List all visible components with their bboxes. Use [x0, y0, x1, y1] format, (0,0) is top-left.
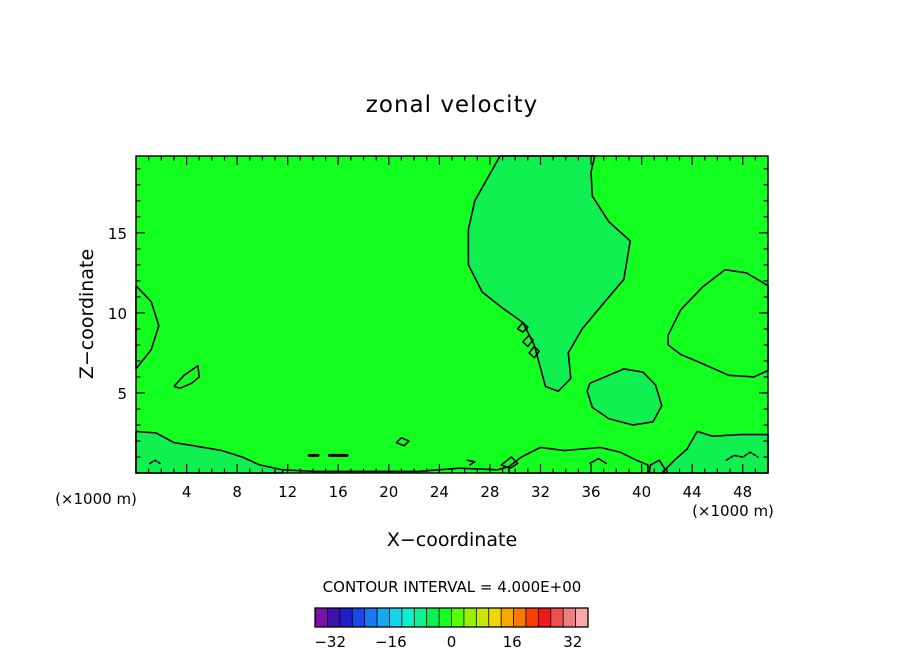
contour-region-0 [468, 156, 631, 392]
x-unit-label-left: (×1000 m) [55, 490, 137, 508]
colorbar-tick-label: −16 [375, 633, 407, 651]
chart-title: zonal velocity [366, 92, 538, 118]
colorbar-cell-14 [488, 608, 502, 627]
colorbar-cell-21 [575, 608, 589, 627]
colorbar-cell-0 [315, 608, 328, 627]
contour-region-6 [661, 431, 768, 473]
plot-background [136, 156, 768, 473]
colorbar-tick-label: 0 [447, 633, 457, 651]
contour-region-5 [136, 431, 283, 473]
colorbar-cell-2 [339, 608, 353, 627]
x-unit-label-right: (×1000 m) [692, 502, 774, 520]
colorbar-cell-9 [426, 608, 440, 627]
colorbar-cell-12 [463, 608, 477, 627]
contour-region-outline-1 [586, 368, 663, 426]
x-tick-label: 16 [329, 483, 348, 501]
contour-region-4 [173, 365, 200, 389]
colorbar-cell-17 [525, 608, 539, 627]
colorbar-cell-10 [439, 608, 452, 627]
contour-region-outline-4 [173, 364, 200, 389]
x-tick-label: 20 [379, 483, 398, 501]
contour-line-0 [516, 321, 529, 333]
x-tick-label: 4 [182, 483, 192, 501]
contour-interval-label: CONTOUR INTERVAL = 4.000E+00 [323, 578, 582, 596]
y-tick-label: 15 [108, 225, 127, 243]
x-tick-label: 32 [531, 483, 550, 501]
contour-region-1 [587, 368, 662, 425]
colorbar-tick-labels: −32 −16 0 16 32 [314, 633, 582, 651]
x-tick-label: 48 [733, 483, 752, 501]
colorbar-cell-3 [352, 608, 366, 627]
axis-ticks [136, 156, 768, 473]
x-tick-label: 24 [430, 483, 449, 501]
y-tick-label: 10 [108, 305, 127, 323]
x-tick-label: 8 [232, 483, 242, 501]
colorbar-cell-19 [550, 608, 564, 627]
colorbar-cell-6 [389, 608, 403, 627]
colorbar-cell-8 [414, 608, 428, 627]
contour-line-8 [588, 457, 608, 465]
contour-line-9 [725, 451, 759, 462]
colorbar-frame [314, 607, 589, 628]
contour-line-1 [521, 334, 534, 348]
colorbar-tick-label: −32 [314, 633, 346, 651]
x-tick-labels: 4 8 12 16 20 24 28 32 36 40 44 48 [182, 483, 752, 501]
x-tick-label: 12 [278, 483, 297, 501]
contour-region-3 [136, 285, 159, 369]
contour-region-2 [668, 269, 768, 377]
contour-line-6 [466, 459, 476, 466]
contour-line-5 [395, 436, 410, 447]
colorbar-cell-1 [327, 608, 341, 627]
contour-region-outline-0 [467, 155, 632, 393]
contour-regions [136, 156, 768, 473]
x-tick-label: 40 [632, 483, 651, 501]
plot-area [135, 155, 769, 474]
colorbar-cell-13 [476, 608, 490, 627]
colorbar-cell-7 [401, 608, 415, 627]
contour-region-7 [508, 447, 648, 473]
x-tick-label: 28 [480, 483, 499, 501]
colorbar-tick-label: 32 [563, 633, 582, 651]
colorbar-cell-11 [451, 608, 465, 627]
contour-line-2 [528, 345, 541, 359]
colorbar-tick-label: 16 [503, 633, 522, 651]
colorbar-cell-16 [513, 608, 527, 627]
y-tick-labels: 5 10 15 [108, 225, 127, 403]
contour-line-11 [281, 465, 510, 473]
colorbar-cell-18 [538, 608, 552, 627]
colorbar [314, 607, 589, 628]
colorbar-cell-4 [364, 608, 378, 627]
colorbar-cell-5 [377, 608, 390, 627]
x-axis-label: X−coordinate [387, 529, 517, 551]
x-tick-label: 36 [581, 483, 600, 501]
colorbar-cell-15 [501, 608, 514, 627]
colorbar-cell-20 [563, 608, 576, 627]
x-tick-label: 44 [683, 483, 702, 501]
contour-line-10 [149, 459, 161, 465]
y-tick-label: 5 [117, 385, 127, 403]
y-axis-label: Z−coordinate [76, 249, 98, 379]
